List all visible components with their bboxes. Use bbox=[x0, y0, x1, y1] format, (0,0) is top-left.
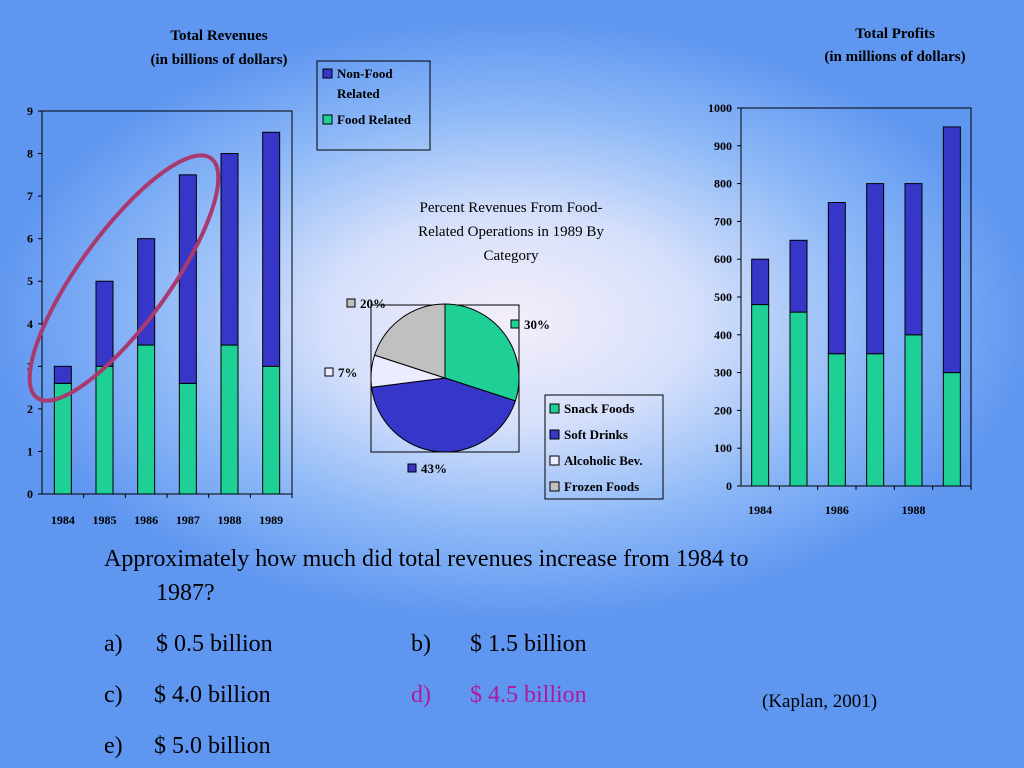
pie-data-label: 30% bbox=[524, 317, 550, 332]
revenue-legend-box bbox=[316, 60, 431, 151]
pie-legend-swatch bbox=[549, 403, 560, 414]
option-b-letter[interactable]: b) bbox=[411, 631, 431, 657]
profit-bar-nonfood-1985 bbox=[789, 239, 808, 313]
revenue-x-tick-label: 1984 bbox=[51, 513, 75, 527]
question-line-2: 1987? bbox=[156, 580, 215, 606]
revenue-x-tick-label: 1989 bbox=[259, 513, 283, 527]
profit-y-tick-label: 0 bbox=[726, 479, 732, 493]
profit-bar-food-1988 bbox=[904, 334, 923, 487]
profit-bar-food-1984 bbox=[751, 304, 770, 487]
option-a-letter[interactable]: a) bbox=[104, 631, 123, 657]
option-c-text[interactable]: $ 4.0 billion bbox=[154, 682, 271, 708]
pie-label-swatch bbox=[346, 298, 356, 308]
pie-legend-label: Alcoholic Bev. bbox=[564, 453, 643, 468]
revenue-bar-nonfood-1984 bbox=[53, 365, 72, 384]
profit-bar-food-1989 bbox=[942, 372, 961, 487]
revenue-y-tick-label: 0 bbox=[27, 487, 33, 501]
revenue-bar-nonfood-1987 bbox=[178, 174, 197, 384]
profit-x-tick-label: 1984 bbox=[748, 503, 772, 517]
profit-bar-food-1986 bbox=[827, 353, 846, 487]
pie-data-label: 20% bbox=[360, 296, 386, 311]
pie-legend-label: Snack Foods bbox=[564, 401, 634, 416]
profit-bar-food-1985 bbox=[789, 311, 808, 487]
profit-bar-nonfood-1986 bbox=[827, 202, 846, 355]
legend-food-swatch bbox=[322, 114, 333, 125]
profit-y-tick-label: 400 bbox=[714, 328, 732, 342]
option-e-letter[interactable]: e) bbox=[104, 733, 123, 759]
pie-label-swatch bbox=[324, 367, 334, 377]
profit-bar-nonfood-1987 bbox=[866, 183, 885, 355]
revenue-y-tick-label: 5 bbox=[27, 274, 33, 288]
pie-legend-box bbox=[544, 394, 664, 500]
profit-y-tick-label: 1000 bbox=[708, 101, 732, 115]
revenue-bar-nonfood-1989 bbox=[262, 131, 281, 367]
pie-slice-frozen-foods bbox=[373, 303, 446, 379]
profit-bar-nonfood-1989 bbox=[942, 126, 961, 374]
revenue-bar-food-1985 bbox=[95, 365, 114, 495]
pie-legend-swatch bbox=[549, 429, 560, 440]
revenue-bar-food-1988 bbox=[220, 344, 239, 495]
revenue-bar-nonfood-1985 bbox=[95, 280, 114, 367]
option-d-text[interactable]: $ 4.5 billion bbox=[470, 682, 587, 708]
profit-chart-title: Total Profits bbox=[855, 26, 935, 42]
option-d-letter[interactable]: d) bbox=[411, 682, 431, 708]
profit-y-tick-label: 700 bbox=[714, 214, 732, 228]
profit-y-tick-label: 600 bbox=[714, 252, 732, 266]
annotation-ellipse bbox=[27, 153, 221, 403]
revenue-y-tick-label: 7 bbox=[27, 189, 33, 203]
legend-nonfood-swatch bbox=[322, 68, 333, 79]
revenue-bar-food-1987 bbox=[178, 382, 197, 495]
revenue-bar-nonfood-1988 bbox=[220, 153, 239, 346]
revenue-y-tick-label: 2 bbox=[27, 402, 33, 416]
profit-bar-food-1987 bbox=[866, 353, 885, 487]
citation: (Kaplan, 2001) bbox=[762, 691, 878, 712]
pie-legend-swatch bbox=[549, 455, 560, 466]
revenue-y-tick-label: 9 bbox=[27, 104, 33, 118]
question-line-1: Approximately how much did total revenue… bbox=[104, 546, 749, 572]
revenue-bar-food-1986 bbox=[137, 344, 156, 495]
profit-y-tick-label: 500 bbox=[714, 290, 732, 304]
pie-label-swatch bbox=[510, 319, 520, 329]
revenue-y-tick-label: 8 bbox=[27, 147, 33, 161]
pie-label-swatch bbox=[407, 463, 417, 473]
revenue-chart-subtitle: (in billions of dollars) bbox=[150, 52, 287, 68]
profit-plot-frame bbox=[740, 107, 972, 487]
profit-y-tick-label: 300 bbox=[714, 366, 732, 380]
revenue-x-tick-label: 1987 bbox=[176, 513, 200, 527]
revenue-x-tick-label: 1988 bbox=[218, 513, 242, 527]
revenue-chart-title: Total Revenues bbox=[170, 28, 268, 44]
profit-bar-nonfood-1988 bbox=[904, 183, 923, 336]
profit-chart-subtitle: (in millions of dollars) bbox=[824, 49, 965, 65]
revenue-y-tick-label: 6 bbox=[27, 232, 33, 246]
revenue-bar-food-1989 bbox=[262, 365, 281, 495]
profit-y-tick-label: 900 bbox=[714, 139, 732, 153]
legend-nonfood-label: Non-Food Related bbox=[337, 66, 393, 101]
profit-x-tick-label: 1986 bbox=[825, 503, 849, 517]
pie-chart-title: Percent Revenues From Food-Related Opera… bbox=[418, 200, 604, 264]
profit-x-tick-label: 1988 bbox=[902, 503, 926, 517]
pie-data-label: 7% bbox=[338, 365, 358, 380]
profit-bar-nonfood-1984 bbox=[751, 258, 770, 306]
profit-y-tick-label: 100 bbox=[714, 441, 732, 455]
revenue-y-tick-label: 1 bbox=[27, 444, 33, 458]
pie-data-label: 43% bbox=[421, 461, 447, 476]
option-b-text[interactable]: $ 1.5 billion bbox=[470, 631, 587, 657]
revenue-x-tick-label: 1986 bbox=[134, 513, 158, 527]
option-a-text[interactable]: $ 0.5 billion bbox=[156, 631, 273, 657]
pie-legend-label: Frozen Foods bbox=[564, 479, 639, 494]
legend-food-label: Food Related bbox=[337, 112, 412, 127]
revenue-x-tick-label: 1985 bbox=[93, 513, 117, 527]
pie-slice-soft-drinks bbox=[371, 377, 517, 453]
option-e-text[interactable]: $ 5.0 billion bbox=[154, 733, 271, 759]
profit-y-tick-label: 200 bbox=[714, 403, 732, 417]
revenue-y-tick-label: 4 bbox=[27, 317, 33, 331]
pie-legend-swatch bbox=[549, 481, 560, 492]
pie-legend-label: Soft Drinks bbox=[564, 427, 628, 442]
profit-y-tick-label: 800 bbox=[714, 177, 732, 191]
option-c-letter[interactable]: c) bbox=[104, 682, 123, 708]
pie-slice-snack-foods bbox=[444, 303, 520, 402]
